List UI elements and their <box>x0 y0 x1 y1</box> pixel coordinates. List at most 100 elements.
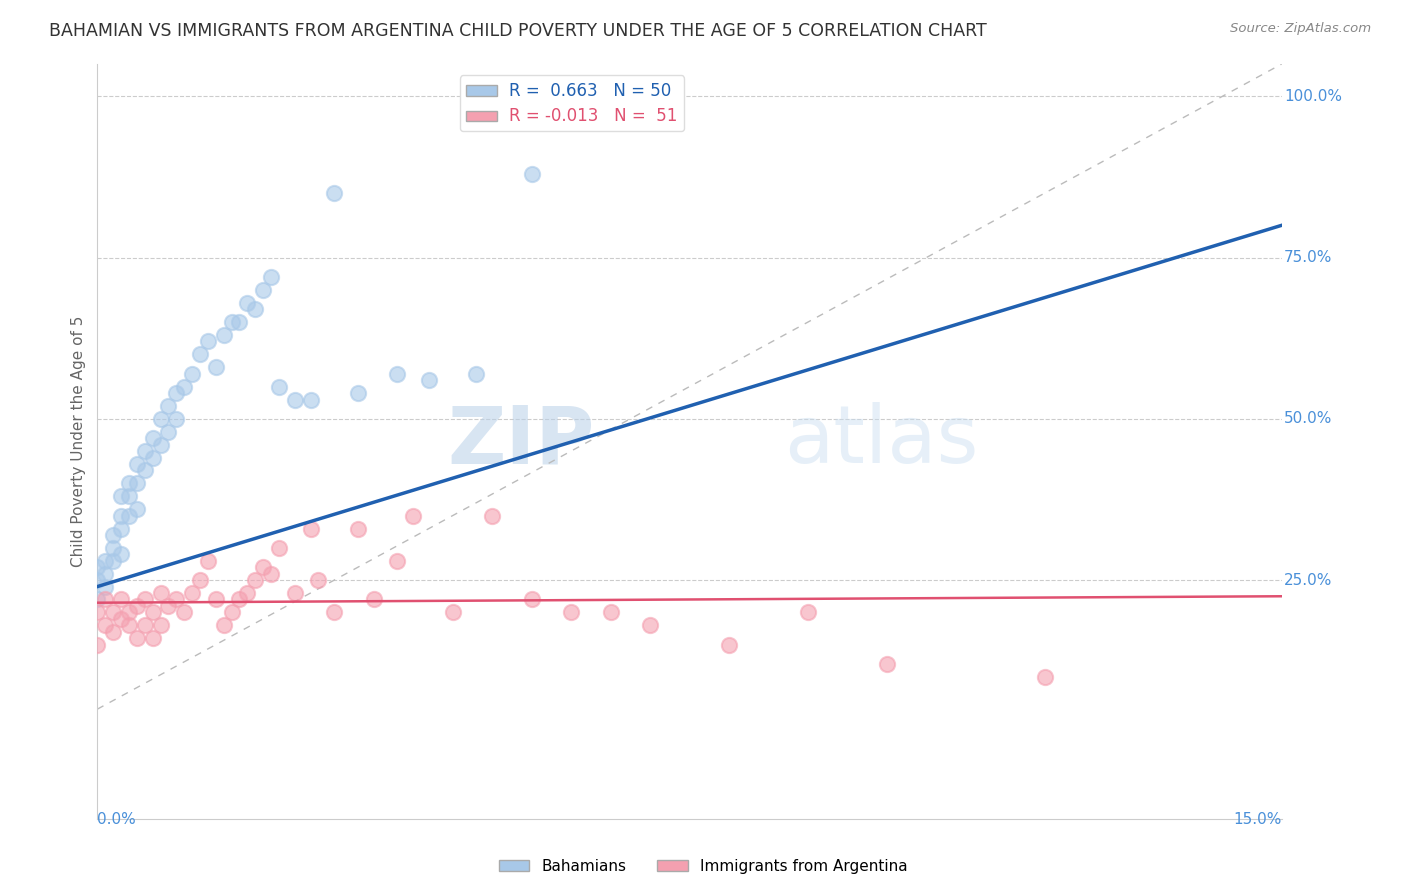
Point <box>94 580 117 594</box>
Point <box>86 592 108 607</box>
Point <box>284 586 307 600</box>
Legend: Bahamians, Immigrants from Argentina: Bahamians, Immigrants from Argentina <box>492 853 914 880</box>
Point <box>638 618 661 632</box>
Point <box>149 412 172 426</box>
Point <box>1033 670 1056 684</box>
Point <box>118 489 141 503</box>
Point <box>481 508 503 523</box>
Point <box>149 618 172 632</box>
Text: 50.0%: 50.0% <box>1284 411 1333 426</box>
Point <box>110 612 132 626</box>
Point <box>188 573 211 587</box>
Point <box>284 392 307 407</box>
Text: BAHAMIAN VS IMMIGRANTS FROM ARGENTINA CHILD POVERTY UNDER THE AGE OF 5 CORRELATI: BAHAMIAN VS IMMIGRANTS FROM ARGENTINA CH… <box>49 22 987 40</box>
Text: Source: ZipAtlas.com: Source: ZipAtlas.com <box>1230 22 1371 36</box>
Point <box>245 302 267 317</box>
Point <box>134 463 156 477</box>
Point <box>157 425 180 439</box>
Point <box>125 599 148 613</box>
Point <box>125 457 148 471</box>
Point <box>157 399 180 413</box>
Point <box>387 554 409 568</box>
Point <box>149 586 172 600</box>
Point <box>228 315 250 329</box>
Point <box>149 437 172 451</box>
Point <box>142 431 165 445</box>
Point <box>236 295 259 310</box>
Point <box>260 566 283 581</box>
Point <box>165 412 187 426</box>
Point <box>94 554 117 568</box>
Point <box>125 502 148 516</box>
Text: 25.0%: 25.0% <box>1284 573 1333 588</box>
Point <box>157 599 180 613</box>
Point <box>418 373 440 387</box>
Point <box>134 444 156 458</box>
Point <box>441 606 464 620</box>
Point <box>101 541 124 555</box>
Point <box>797 606 820 620</box>
Point <box>267 541 290 555</box>
Point <box>86 573 108 587</box>
Point <box>118 618 141 632</box>
Point <box>520 592 543 607</box>
Point <box>876 657 898 671</box>
Point <box>94 566 117 581</box>
Point <box>86 638 108 652</box>
Text: ZIP: ZIP <box>447 402 595 481</box>
Point <box>110 592 132 607</box>
Point <box>252 560 274 574</box>
Point <box>125 476 148 491</box>
Point <box>142 606 165 620</box>
Point <box>221 606 243 620</box>
Point <box>181 367 204 381</box>
Point <box>142 450 165 465</box>
Point <box>363 592 385 607</box>
Point <box>94 592 117 607</box>
Point <box>118 476 141 491</box>
Point <box>387 367 409 381</box>
Point <box>110 489 132 503</box>
Point <box>347 386 370 401</box>
Text: 15.0%: 15.0% <box>1233 813 1282 828</box>
Point <box>347 522 370 536</box>
Point <box>717 638 740 652</box>
Point <box>197 554 219 568</box>
Point <box>142 631 165 645</box>
Text: atlas: atlas <box>785 402 979 481</box>
Point <box>94 618 117 632</box>
Point <box>307 573 329 587</box>
Point <box>110 547 132 561</box>
Text: 75.0%: 75.0% <box>1284 250 1333 265</box>
Point <box>101 624 124 639</box>
Point <box>299 522 322 536</box>
Point <box>212 618 235 632</box>
Point <box>252 283 274 297</box>
Point <box>323 186 346 200</box>
Point <box>188 347 211 361</box>
Point <box>560 606 582 620</box>
Point <box>118 606 141 620</box>
Point <box>134 592 156 607</box>
Point <box>204 592 226 607</box>
Point <box>212 328 235 343</box>
Point <box>165 386 187 401</box>
Text: 100.0%: 100.0% <box>1284 89 1341 103</box>
Point <box>236 586 259 600</box>
Point <box>110 508 132 523</box>
Point <box>228 592 250 607</box>
Point <box>101 528 124 542</box>
Point <box>86 560 108 574</box>
Point <box>125 631 148 645</box>
Point <box>599 606 621 620</box>
Point <box>299 392 322 407</box>
Point <box>134 618 156 632</box>
Point <box>101 554 124 568</box>
Y-axis label: Child Poverty Under the Age of 5: Child Poverty Under the Age of 5 <box>72 316 86 567</box>
Point <box>110 522 132 536</box>
Text: 0.0%: 0.0% <box>97 813 136 828</box>
Point <box>173 379 195 393</box>
Point <box>465 367 488 381</box>
Point <box>173 606 195 620</box>
Point <box>197 334 219 349</box>
